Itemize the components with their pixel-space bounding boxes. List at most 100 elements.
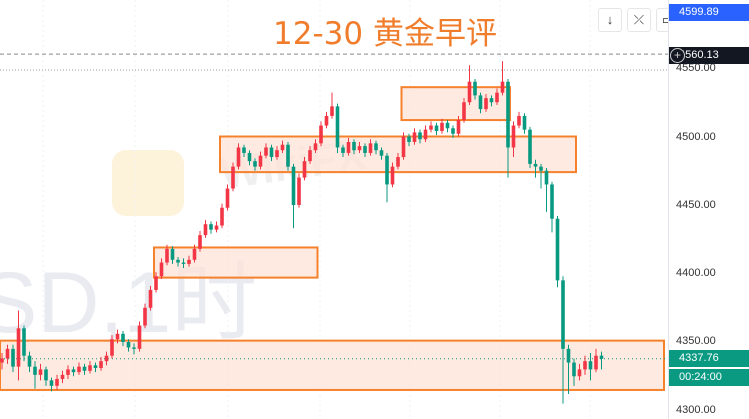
candle-body [16,328,21,367]
zone-rectangle [153,246,319,279]
candle-body [555,218,560,281]
candle-body [341,147,345,153]
candle-body [71,369,76,373]
axis-tick: 4550.00 [676,62,716,74]
add-alert-plus-icon[interactable]: + [670,48,685,63]
candle-body [93,365,98,369]
candle-body [577,369,582,377]
candle-body [269,147,274,158]
candle-body [253,161,257,167]
candle-body [198,235,202,249]
candle-body [203,224,208,236]
candle-body [506,81,510,148]
axis-tick: 4400.00 [676,267,716,279]
candle-body [66,369,70,375]
candle-body [418,132,422,140]
candle-body [115,333,120,340]
candle-body [467,81,472,103]
candle-body [429,125,433,130]
candle-body [264,147,268,156]
candle-body [159,262,164,277]
candle-body [478,95,483,110]
candle-body [412,132,417,142]
candle-body [352,141,356,151]
candle-body [170,248,175,260]
candle-body [572,362,576,377]
candle-body [484,98,488,110]
candle-body [594,355,598,370]
candle-body [77,366,81,373]
candle-body [225,188,230,208]
candle-body [363,146,367,153]
candle-body [390,166,395,185]
axis-tick: 4500.00 [676,131,716,143]
candle-body [324,115,329,126]
candle-body [49,380,54,386]
candle-body [440,122,444,132]
candle-body [27,355,32,367]
candle-body [407,136,411,142]
candle-body [242,147,246,153]
axis-tick: 4450.00 [676,199,716,211]
crosshair-price-label: 4560.13 [669,47,749,64]
candle-body [291,166,296,205]
wikifx-logo-watermark [112,150,184,216]
candle-body [0,358,4,363]
candle-body [533,163,538,167]
candle-body [495,92,499,103]
bar-countdown-label: 00:24:00 [669,369,749,386]
candle-body [5,348,10,359]
candle-body [561,280,565,349]
price-axis[interactable] [668,0,749,419]
candle-body [126,342,131,348]
candle-body [539,166,543,171]
chart-title: 12-30 黄金早评 [273,16,497,52]
axis-tick: 4350.00 [676,335,716,347]
candle-body [137,325,142,349]
candle-body [187,259,191,264]
candle-body [236,147,241,167]
candle-body [132,347,136,349]
candle-body [209,224,213,230]
candle-body [489,98,494,103]
candle-body [220,207,224,226]
auto-scale-button[interactable]: ⤫ [627,8,651,32]
candle-body [517,115,521,126]
candle-body [176,259,180,263]
candle-body [302,161,307,178]
candle-body [396,157,400,167]
candle-body [374,143,378,151]
candle-body [401,136,406,158]
zone-rectangle [400,86,511,122]
candle-body [379,150,384,156]
candle-body [308,150,312,162]
candle-body [456,120,461,134]
scroll-to-latest-button[interactable]: ↓ [598,8,622,32]
candle-body [462,102,466,121]
candle-body [511,125,516,148]
candle-body [104,355,109,362]
candle-body [181,262,186,264]
candle-body [280,144,285,151]
candle-body [473,81,477,96]
candle-body [599,355,604,359]
candle-body [330,106,334,116]
candle-body [451,128,455,134]
candle-body [445,122,450,129]
candle-body [335,106,340,148]
candle-body [368,143,373,153]
candle-body [500,81,505,93]
candle-body [566,348,571,363]
candle-body [544,170,549,185]
candle-body [275,150,279,158]
candle-body [423,129,428,140]
candle-body [528,129,532,164]
arrow-down-icon: ↓ [606,12,614,27]
high-price-label: 4599.89 [669,4,749,21]
last-price-label: 4337.76 [669,350,749,367]
candle-body [82,366,87,371]
candle-body [588,361,593,370]
candle-body [286,144,290,167]
